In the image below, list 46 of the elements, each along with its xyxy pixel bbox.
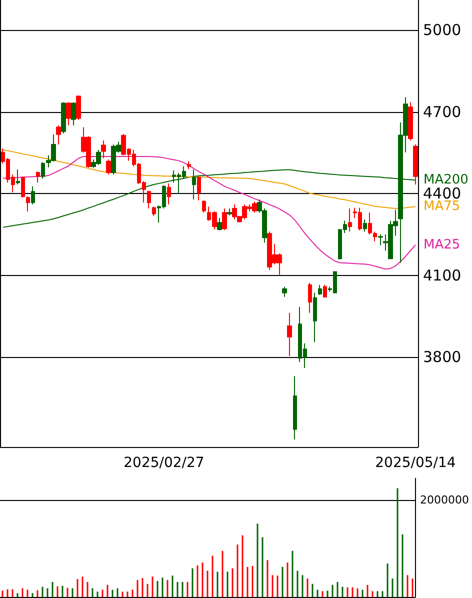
y-tick-label: 3800	[423, 348, 462, 366]
candlestick	[56, 124, 61, 145]
line-series	[2, 156, 416, 270]
x-tick-label: 2025/05/14	[375, 455, 456, 471]
y-tick-label: 2000000	[420, 493, 470, 506]
candlestick	[323, 284, 327, 298]
candlestick	[348, 208, 352, 232]
candlestick	[363, 218, 367, 232]
candlestick	[36, 170, 40, 184]
candlestick	[227, 208, 232, 216]
candlestick	[167, 182, 171, 205]
candlestick	[71, 102, 76, 126]
candlestick	[147, 190, 151, 210]
candlestick	[66, 102, 71, 126]
candlestick	[408, 102, 413, 141]
candlestick	[318, 284, 322, 296]
candlestick	[76, 94, 81, 120]
candlestick	[31, 186, 35, 205]
candlestick	[197, 176, 201, 201]
series-label: MA75	[423, 199, 460, 214]
candlestick	[282, 286, 287, 298]
candlestick	[106, 158, 111, 175]
candlestick	[222, 208, 227, 231]
candlestick	[413, 144, 418, 186]
candlestick	[378, 234, 383, 246]
candlestick	[287, 312, 292, 356]
series-label: MA200	[423, 172, 468, 188]
candlestick	[293, 376, 297, 440]
candlestick	[21, 176, 25, 198]
candlestick	[202, 200, 206, 214]
candlestick	[26, 196, 30, 212]
y-tick-label: 5000	[423, 20, 462, 39]
series-label: MA25	[423, 237, 460, 252]
candlestick	[217, 218, 222, 231]
candlestick	[187, 160, 191, 170]
candlestick	[152, 206, 156, 216]
candlestick	[313, 292, 317, 343]
candlestick	[101, 140, 106, 159]
candlestick	[41, 162, 45, 180]
candlestick	[16, 169, 20, 186]
candlestick	[61, 102, 66, 134]
x-tick-label: 2025/02/27	[124, 455, 204, 471]
y-tick-label: 4700	[423, 102, 462, 121]
y-tick-label: 4100	[423, 266, 462, 284]
line-series	[2, 149, 416, 210]
candlestick	[308, 282, 312, 314]
